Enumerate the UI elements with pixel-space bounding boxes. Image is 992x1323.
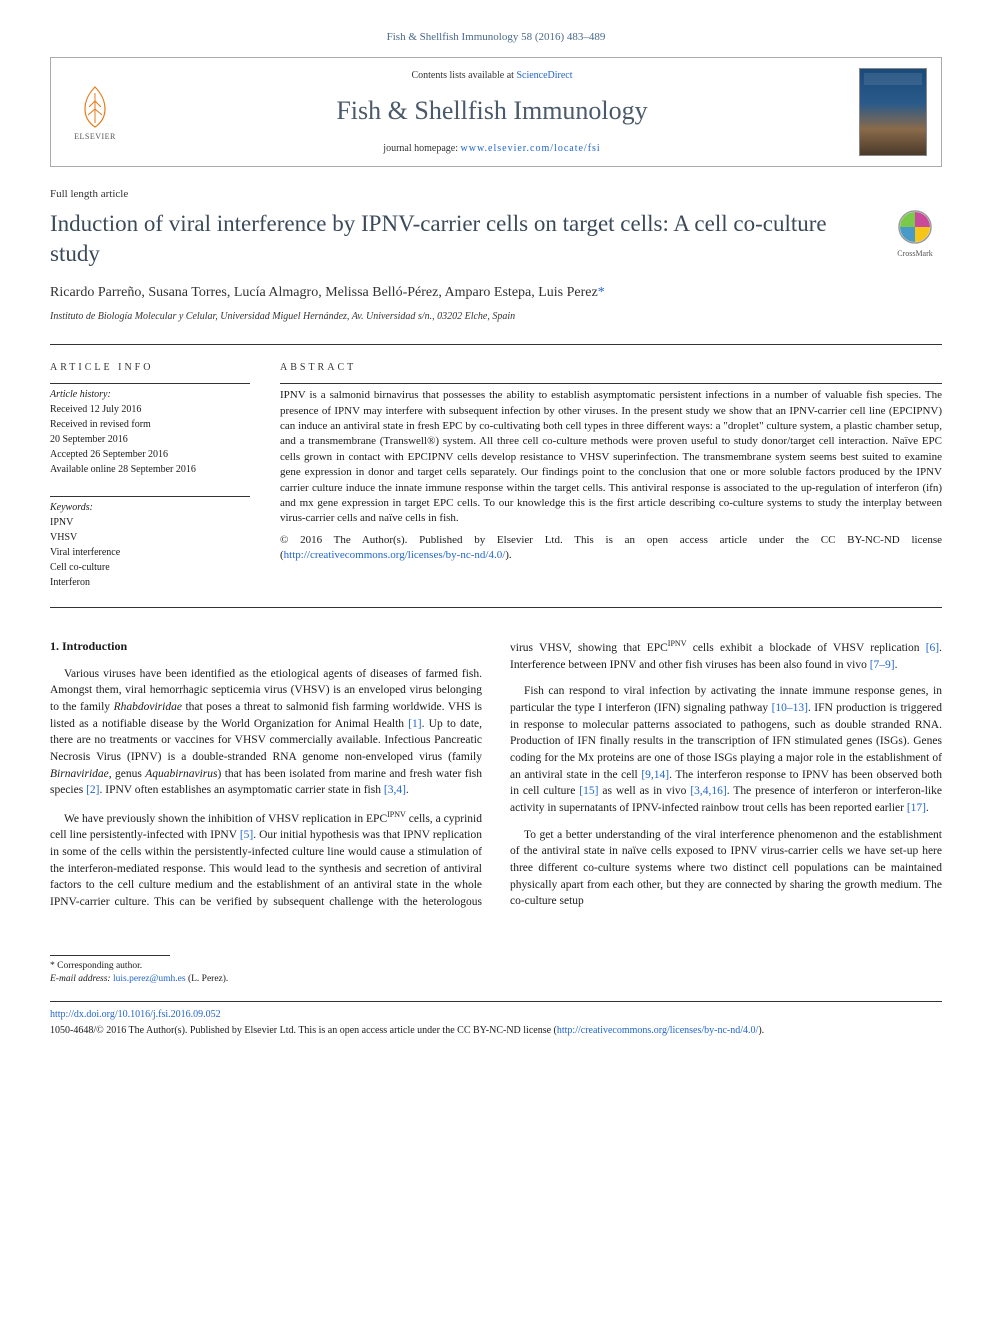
corresponding-label: * Corresponding author. [50, 960, 942, 972]
journal-reference: Fish & Shellfish Immunology 58 (2016) 48… [50, 30, 942, 45]
email-link[interactable]: luis.perez@umh.es [113, 974, 186, 984]
crossmark-label: CrossMark [888, 248, 942, 259]
article-info-heading: ARTICLE INFO [50, 361, 250, 375]
paragraph: To get a better understanding of the vir… [510, 827, 942, 910]
journal-cover-thumbnail [859, 68, 927, 156]
text: cells exhibit a blockade of VHSV replica… [686, 642, 925, 654]
abstract-copyright: © 2016 The Author(s). Published by Elsev… [280, 533, 942, 564]
article-history: Article history: Received 12 July 2016 R… [50, 388, 250, 477]
corresponding-author-footnote: * Corresponding author. E-mail address: … [50, 960, 942, 985]
journal-name: Fish & Shellfish Immunology [139, 93, 845, 129]
history-line: Received 12 July 2016 [50, 403, 250, 417]
footnote-separator [50, 955, 170, 956]
email-suffix: (L. Perez). [186, 974, 229, 984]
copyright-suffix: ). [505, 549, 511, 561]
section-heading: 1. Introduction [50, 638, 482, 655]
doi-line: http://dx.doi.org/10.1016/j.fsi.2016.09.… [50, 1008, 942, 1022]
text: We have previously shown the inhibition … [64, 813, 387, 825]
text: . [926, 802, 929, 814]
taxon: Aquabirnavirus [145, 768, 217, 780]
crossmark-badge[interactable]: CrossMark [888, 209, 942, 259]
taxon: Rhabdoviridae [114, 701, 182, 713]
abstract-text: IPNV is a salmonid birnavirus that posse… [280, 388, 942, 527]
journal-header: ELSEVIER Contents lists available at Sci… [50, 57, 942, 167]
authors: Ricardo Parreño, Susana Torres, Lucía Al… [50, 283, 942, 303]
abstract-heading: ABSTRACT [280, 361, 942, 375]
citation-link[interactable]: [3,4] [384, 784, 406, 796]
license-link[interactable]: http://creativecommons.org/licenses/by-n… [284, 549, 506, 561]
doi-link[interactable]: http://dx.doi.org/10.1016/j.fsi.2016.09.… [50, 1009, 221, 1020]
contents-prefix: Contents lists available at [411, 70, 516, 81]
keyword: Interferon [50, 576, 250, 590]
keyword: Viral interference [50, 546, 250, 560]
citation-link[interactable]: [1] [408, 718, 421, 730]
keyword: IPNV [50, 516, 250, 530]
author-list: Ricardo Parreño, Susana Torres, Lucía Al… [50, 285, 598, 300]
history-label: Article history: [50, 388, 250, 402]
homepage-line: journal homepage: www.elsevier.com/locat… [139, 142, 845, 156]
paragraph: Fish can respond to viral infection by a… [510, 683, 942, 816]
footer-separator [50, 1001, 942, 1002]
citation-link[interactable]: [6] [926, 642, 939, 654]
header-center: Contents lists available at ScienceDirec… [139, 69, 845, 155]
footer-suffix: ). [758, 1025, 764, 1036]
citation-link[interactable]: [17] [907, 802, 926, 814]
text: . [406, 784, 409, 796]
homepage-link[interactable]: www.elsevier.com/locate/fsi [461, 143, 601, 154]
crossmark-icon [897, 209, 933, 245]
superscript: IPNV [668, 639, 687, 648]
citation-link[interactable]: [3,4,16] [690, 785, 726, 797]
paragraph: Various viruses have been identified as … [50, 666, 482, 799]
citation-link[interactable]: [7–9] [870, 659, 895, 671]
article-title: Induction of viral interference by IPNV-… [50, 209, 868, 269]
article-info-column: ARTICLE INFO Article history: Received 1… [50, 361, 250, 591]
tree-icon [71, 83, 119, 131]
citation-link[interactable]: [2] [86, 784, 99, 796]
keyword: Cell co-culture [50, 561, 250, 575]
citation-link[interactable]: [9,14] [641, 769, 669, 781]
body-text: 1. Introduction Various viruses have bee… [50, 638, 942, 915]
info-abstract-row: ARTICLE INFO Article history: Received 1… [50, 344, 942, 608]
elsevier-logo: ELSEVIER [65, 77, 125, 147]
keyword: VHSV [50, 531, 250, 545]
affiliation: Instituto de Biología Molecular y Celula… [50, 310, 942, 324]
footer-license: 1050-4648/© 2016 The Author(s). Publishe… [50, 1024, 942, 1038]
citation-link[interactable]: [10–13] [772, 702, 808, 714]
issn-text: 1050-4648/© 2016 The Author(s). Publishe… [50, 1025, 557, 1036]
corresponding-asterisk: * [598, 285, 605, 300]
abstract-column: ABSTRACT IPNV is a salmonid birnavirus t… [280, 361, 942, 591]
history-line: 20 September 2016 [50, 433, 250, 447]
text: , genus [109, 768, 146, 780]
homepage-prefix: journal homepage: [383, 143, 460, 154]
text: as well as in vivo [598, 785, 690, 797]
contents-line: Contents lists available at ScienceDirec… [139, 69, 845, 83]
footer-license-link[interactable]: http://creativecommons.org/licenses/by-n… [557, 1025, 758, 1036]
text: . IPNV often establishes an asymptomatic… [100, 784, 384, 796]
taxon: Birnaviridae [50, 768, 109, 780]
history-line: Received in revised form [50, 418, 250, 432]
keywords-label: Keywords: [50, 501, 250, 515]
history-line: Accepted 26 September 2016 [50, 448, 250, 462]
keywords-block: Keywords: IPNV VHSV Viral interference C… [50, 501, 250, 590]
sciencedirect-link[interactable]: ScienceDirect [516, 70, 572, 81]
publisher-name: ELSEVIER [74, 131, 116, 142]
citation-link[interactable]: [5] [240, 829, 253, 841]
citation-link[interactable]: [15] [579, 785, 598, 797]
text: . [895, 659, 898, 671]
history-line: Available online 28 September 2016 [50, 463, 250, 477]
email-label: E-mail address: [50, 974, 113, 984]
article-type: Full length article [50, 187, 942, 202]
superscript: IPNV [387, 810, 406, 819]
